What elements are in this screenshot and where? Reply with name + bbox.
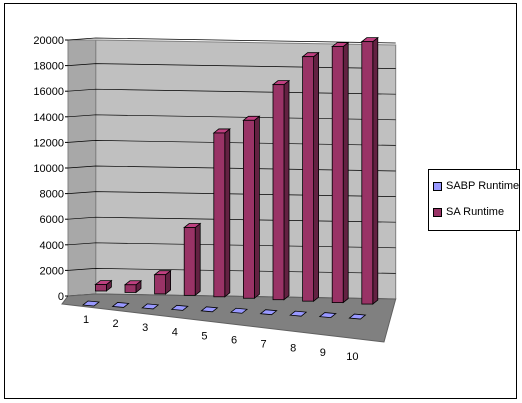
bar-side-sa — [224, 128, 231, 298]
bar-side-sa — [313, 51, 320, 302]
gridline — [67, 242, 396, 249]
legend-label-sa: SA Runtime — [446, 206, 505, 218]
y-tick-label: 14000 — [33, 112, 64, 124]
y-tick-label: 6000 — [40, 214, 64, 226]
gridline — [67, 63, 396, 69]
x-tick-label: 8 — [290, 343, 296, 355]
y-axis: 0 2000 4000 6000 8000 10000 12000 14000 16000 180… — [33, 35, 64, 303]
gridline — [67, 37, 396, 44]
x-tick-label: 5 — [201, 330, 207, 342]
bar-sa — [272, 84, 285, 301]
gridline — [67, 114, 396, 121]
x-tick-label: 7 — [261, 339, 267, 351]
bar-sabp — [170, 304, 189, 311]
x-tick-label: 10 — [346, 351, 358, 363]
bar-sabp — [318, 312, 337, 319]
gridline — [67, 191, 396, 197]
bar-sabp — [229, 307, 249, 314]
legend-label-sabp: SABP Runtime — [446, 180, 520, 192]
gridline — [67, 140, 396, 146]
x-tick-label: 2 — [113, 318, 119, 330]
bar-side-sa — [283, 79, 290, 301]
bar-sa — [183, 227, 196, 296]
bar-sabp — [348, 313, 367, 320]
bar-sabp — [259, 309, 278, 316]
bar-sa — [95, 284, 107, 292]
bar-side-sa — [253, 115, 260, 300]
bar-sa — [331, 46, 344, 303]
bar-sabp — [111, 302, 130, 308]
y-tick-label: 18000 — [33, 61, 64, 73]
gridline — [67, 216, 396, 223]
bar-sa — [302, 56, 315, 302]
bar-sabp — [289, 310, 308, 317]
y-tick-label: 16000 — [33, 86, 64, 98]
bar-sa — [242, 119, 255, 299]
bar-sa — [213, 132, 226, 298]
legend-item-sa: SA Runtime — [433, 206, 504, 218]
bar-sa — [124, 284, 137, 293]
bar-sa — [361, 41, 374, 305]
bar-sabp — [200, 306, 219, 313]
y-tick-label: 0 — [58, 291, 64, 303]
y-tick-label: 12000 — [33, 137, 64, 149]
x-tick-label: 1 — [83, 314, 89, 326]
bar-side-sa — [194, 222, 201, 297]
gridline — [67, 165, 396, 172]
legend-swatch-sa — [433, 207, 442, 217]
x-tick-label: 4 — [172, 326, 178, 338]
bar-sabp — [141, 303, 160, 310]
y-tick-label: 20000 — [33, 35, 64, 47]
x-tick-label: 6 — [231, 335, 237, 347]
y-tick-label: 10000 — [33, 163, 64, 175]
x-tick-label: 9 — [320, 347, 326, 359]
bar-side-sa — [342, 41, 349, 304]
y-tick-label: 8000 — [40, 189, 64, 201]
x-tick-label: 3 — [142, 322, 148, 334]
gridline — [67, 268, 396, 274]
bar-sabp — [81, 300, 101, 307]
y-tick-label: 4000 — [40, 240, 64, 252]
bar-side-sa — [372, 36, 379, 305]
bar-sa — [154, 274, 167, 295]
y-tick-label: 2000 — [40, 265, 64, 277]
chart-legend: SABP Runtime SA Runtime — [428, 169, 520, 231]
legend-swatch-sabp — [433, 181, 442, 191]
gridline — [67, 88, 396, 95]
legend-item-sabp: SABP Runtime — [433, 180, 519, 192]
